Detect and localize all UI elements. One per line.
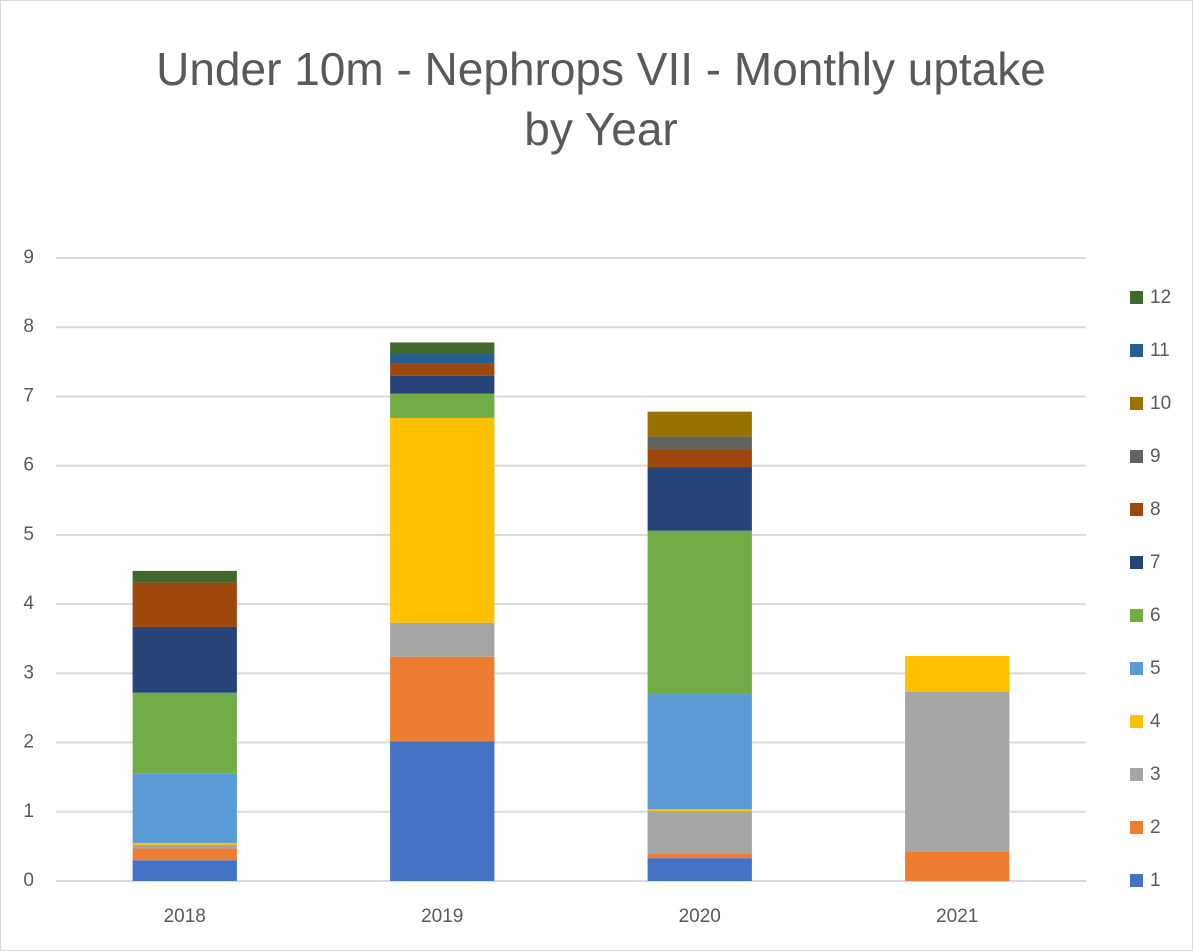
bar-segment [647, 449, 752, 468]
bar-segment [132, 582, 237, 627]
bar-segment [132, 860, 237, 881]
y-tick-label: 0 [23, 870, 34, 891]
legend-swatch [1130, 715, 1143, 728]
legend-swatch [1130, 768, 1143, 781]
legend-label: 5 [1150, 658, 1161, 679]
y-tick-label: 8 [23, 316, 34, 337]
legend-swatch [1130, 556, 1143, 569]
legend-label: 7 [1150, 552, 1161, 573]
bar-segment [647, 436, 752, 450]
bar-segment [132, 842, 237, 846]
legend-swatch [1130, 291, 1143, 304]
y-tick-label: 5 [23, 524, 34, 545]
bar-segment [390, 393, 495, 418]
bar-segment [390, 656, 495, 742]
y-tick-label: 2 [23, 732, 34, 753]
bar-segment [390, 741, 495, 881]
bar-segment [132, 570, 237, 583]
bar-segment [647, 530, 752, 695]
legend-swatch [1130, 821, 1143, 834]
bar-segment [905, 656, 1010, 693]
legend-swatch [1130, 874, 1143, 887]
legend-swatch [1130, 344, 1143, 357]
x-tick-label: 2019 [421, 906, 463, 927]
bar-segment [132, 845, 237, 849]
y-tick-label: 6 [23, 455, 34, 476]
x-tick-label: 2021 [936, 906, 978, 927]
x-tick-label: 2020 [679, 906, 721, 927]
bar-segment [132, 692, 237, 774]
legend-label: 2 [1150, 817, 1161, 838]
bar-segment [647, 411, 752, 437]
bar-segment [132, 773, 237, 843]
bar-segment [390, 375, 495, 394]
bar-segment [390, 363, 495, 376]
legend-label: 9 [1150, 446, 1161, 467]
y-tick-label: 7 [23, 385, 34, 406]
bar-segment [390, 417, 495, 623]
bar-segment [390, 353, 495, 364]
bar-segment [390, 622, 495, 657]
bar-segment [905, 851, 1010, 881]
legend-label: 8 [1150, 499, 1161, 520]
bar-segment [905, 692, 1010, 852]
bar-segment [647, 694, 752, 810]
legend-label: 12 [1150, 287, 1171, 308]
bar-segment [647, 811, 752, 855]
legend-swatch [1130, 662, 1143, 675]
legend-label: 10 [1150, 393, 1171, 414]
x-tick-label: 2018 [164, 906, 206, 927]
bar-segment [647, 854, 752, 859]
legend-swatch [1130, 503, 1143, 516]
bar-segment [390, 342, 495, 354]
y-tick-label: 3 [23, 662, 34, 683]
bar-segment [647, 467, 752, 531]
legend-label: 3 [1150, 764, 1161, 785]
bar-segment [132, 626, 237, 693]
bar-segment [132, 848, 237, 861]
y-tick-label: 9 [23, 247, 34, 268]
legend-label: 4 [1150, 711, 1161, 732]
chart-title: Under 10m - Nephrops VII - Monthly uptak… [156, 43, 1046, 155]
legend-swatch [1130, 450, 1143, 463]
legend-label: 6 [1150, 605, 1161, 626]
bar-segment [647, 858, 752, 881]
bar-segment [647, 809, 752, 812]
y-tick-label: 1 [23, 801, 34, 822]
y-tick-label: 4 [23, 593, 34, 614]
legend-label: 1 [1150, 870, 1161, 891]
legend-swatch [1130, 609, 1143, 622]
legend-label: 11 [1150, 340, 1170, 361]
legend-swatch [1130, 397, 1143, 410]
